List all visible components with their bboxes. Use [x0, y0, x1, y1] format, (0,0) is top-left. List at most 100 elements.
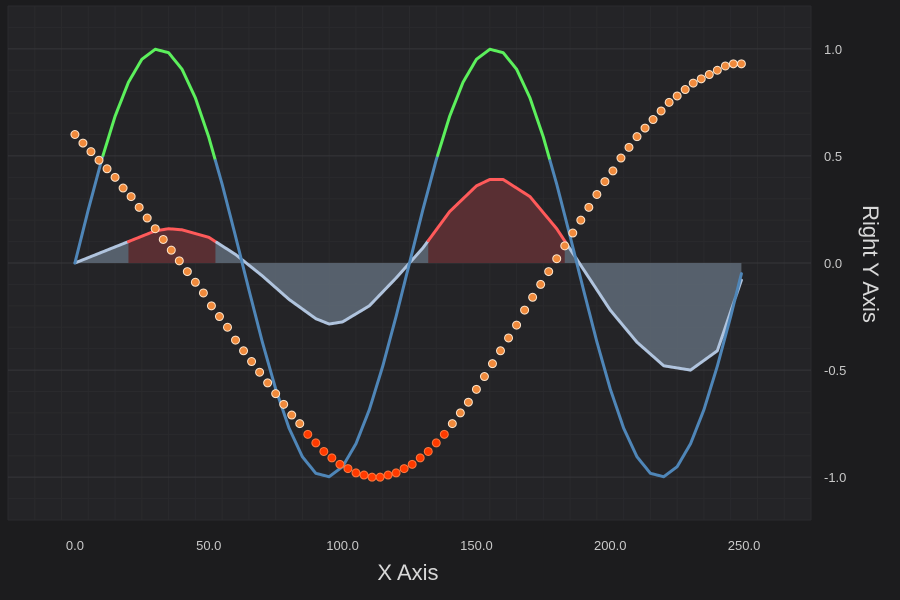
scatter-point: [640, 123, 650, 133]
scatter-point: [568, 228, 578, 238]
mountain-fill: [74, 179, 742, 371]
scatter-point: [423, 446, 433, 456]
scatter-point: [496, 346, 506, 356]
scatter-point: [487, 359, 497, 369]
scatter-point: [158, 234, 168, 244]
scatter-point: [728, 59, 738, 69]
scatter-point: [343, 464, 353, 474]
scatter-point: [624, 142, 634, 152]
scatter-point: [736, 59, 746, 69]
scatter-point: [672, 91, 682, 101]
scatter-point: [319, 446, 329, 456]
x-tick-label: 250.0: [728, 538, 761, 553]
x-tick-label: 0.0: [66, 538, 84, 553]
scatter-point: [528, 292, 538, 302]
scatter-point: [415, 453, 425, 463]
scatter-point: [102, 164, 112, 174]
scatter-point: [600, 177, 610, 187]
scatter-point: [198, 288, 208, 298]
x-axis-title: X Axis: [377, 560, 438, 585]
scatter-point: [664, 97, 674, 107]
scatter-point: [680, 85, 690, 95]
scatter-point: [78, 138, 88, 148]
scatter-point: [471, 384, 481, 394]
scatter-point: [150, 224, 160, 234]
scatter-point: [544, 267, 554, 277]
scatter-point: [512, 320, 522, 330]
scatter-point: [134, 202, 144, 212]
line-series: [101, 47, 217, 163]
scatter-point: [182, 267, 192, 277]
scatter-point: [616, 153, 626, 163]
scatter-point: [632, 132, 642, 142]
y-tick-label: 0.0: [824, 256, 842, 271]
scatter-point: [688, 78, 698, 88]
scatter-point: [174, 256, 184, 266]
y-axis-title: Right Y Axis: [858, 205, 883, 323]
scatter-point: [94, 155, 104, 165]
scatter-point: [142, 213, 152, 223]
line-series: [436, 47, 552, 163]
x-tick-label: 150.0: [460, 538, 493, 553]
scatter-point: [287, 410, 297, 420]
scatter-point: [463, 397, 473, 407]
scatter-point: [592, 189, 602, 199]
scatter-point: [608, 166, 618, 176]
scatter-point: [447, 419, 457, 429]
scatter-point: [295, 419, 305, 429]
scatter-point: [70, 130, 80, 139]
scatter-point: [359, 470, 369, 480]
scatter-point: [335, 459, 345, 469]
scatter-point: [399, 464, 409, 474]
scatter-point: [263, 378, 273, 388]
y-tick-label: -1.0: [824, 470, 846, 485]
scatter-point: [231, 335, 241, 345]
scatter-point: [86, 147, 96, 157]
x-tick-label: 100.0: [326, 538, 359, 553]
mountain-line: [73, 240, 130, 265]
mountain-line: [215, 239, 430, 326]
scatter-point: [110, 172, 120, 182]
scatter-point: [576, 215, 586, 225]
scatter-point: [271, 389, 281, 399]
series-layer: [70, 47, 746, 482]
scatter-point: [431, 438, 441, 448]
y-tick-label: 1.0: [824, 42, 842, 57]
scatter-point: [704, 70, 714, 80]
scatter-point: [407, 459, 417, 469]
scatter-point: [536, 279, 546, 289]
scatter-point: [126, 192, 136, 202]
scatter-point: [190, 277, 200, 287]
scatter-point: [391, 468, 401, 478]
scatter-point: [712, 65, 722, 75]
scatter-point: [504, 333, 514, 343]
scatter-point: [351, 468, 361, 478]
scatter-point: [720, 61, 730, 71]
scatter-point: [247, 357, 257, 367]
y-axis: 1.0 0.5 0.0 -0.5 -1.0: [824, 42, 846, 485]
scatter-point: [166, 245, 176, 255]
scatter-point: [118, 183, 128, 193]
scatter-point: [367, 472, 377, 482]
scatter-point: [552, 254, 562, 264]
y-tick-label: 0.5: [824, 149, 842, 164]
scatter-point: [656, 106, 666, 116]
scatter-point: [383, 470, 393, 480]
line-series: [213, 153, 440, 479]
scatter-point: [648, 115, 658, 125]
scatter-point: [255, 367, 265, 377]
scatter-point: [584, 202, 594, 212]
scatter-point: [303, 429, 313, 439]
x-tick-label: 200.0: [594, 538, 627, 553]
scatter-point: [311, 438, 321, 448]
scatter-point: [520, 305, 530, 315]
scatter-point: [206, 301, 216, 311]
scatter-point: [214, 312, 224, 322]
y-tick-label: -0.5: [824, 363, 846, 378]
scatter-point: [327, 453, 337, 463]
scatter-point: [560, 241, 570, 251]
scatter-point: [375, 472, 385, 482]
line-series: [548, 159, 743, 479]
